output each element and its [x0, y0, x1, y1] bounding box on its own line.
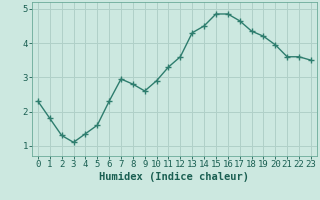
X-axis label: Humidex (Indice chaleur): Humidex (Indice chaleur) — [100, 172, 249, 182]
